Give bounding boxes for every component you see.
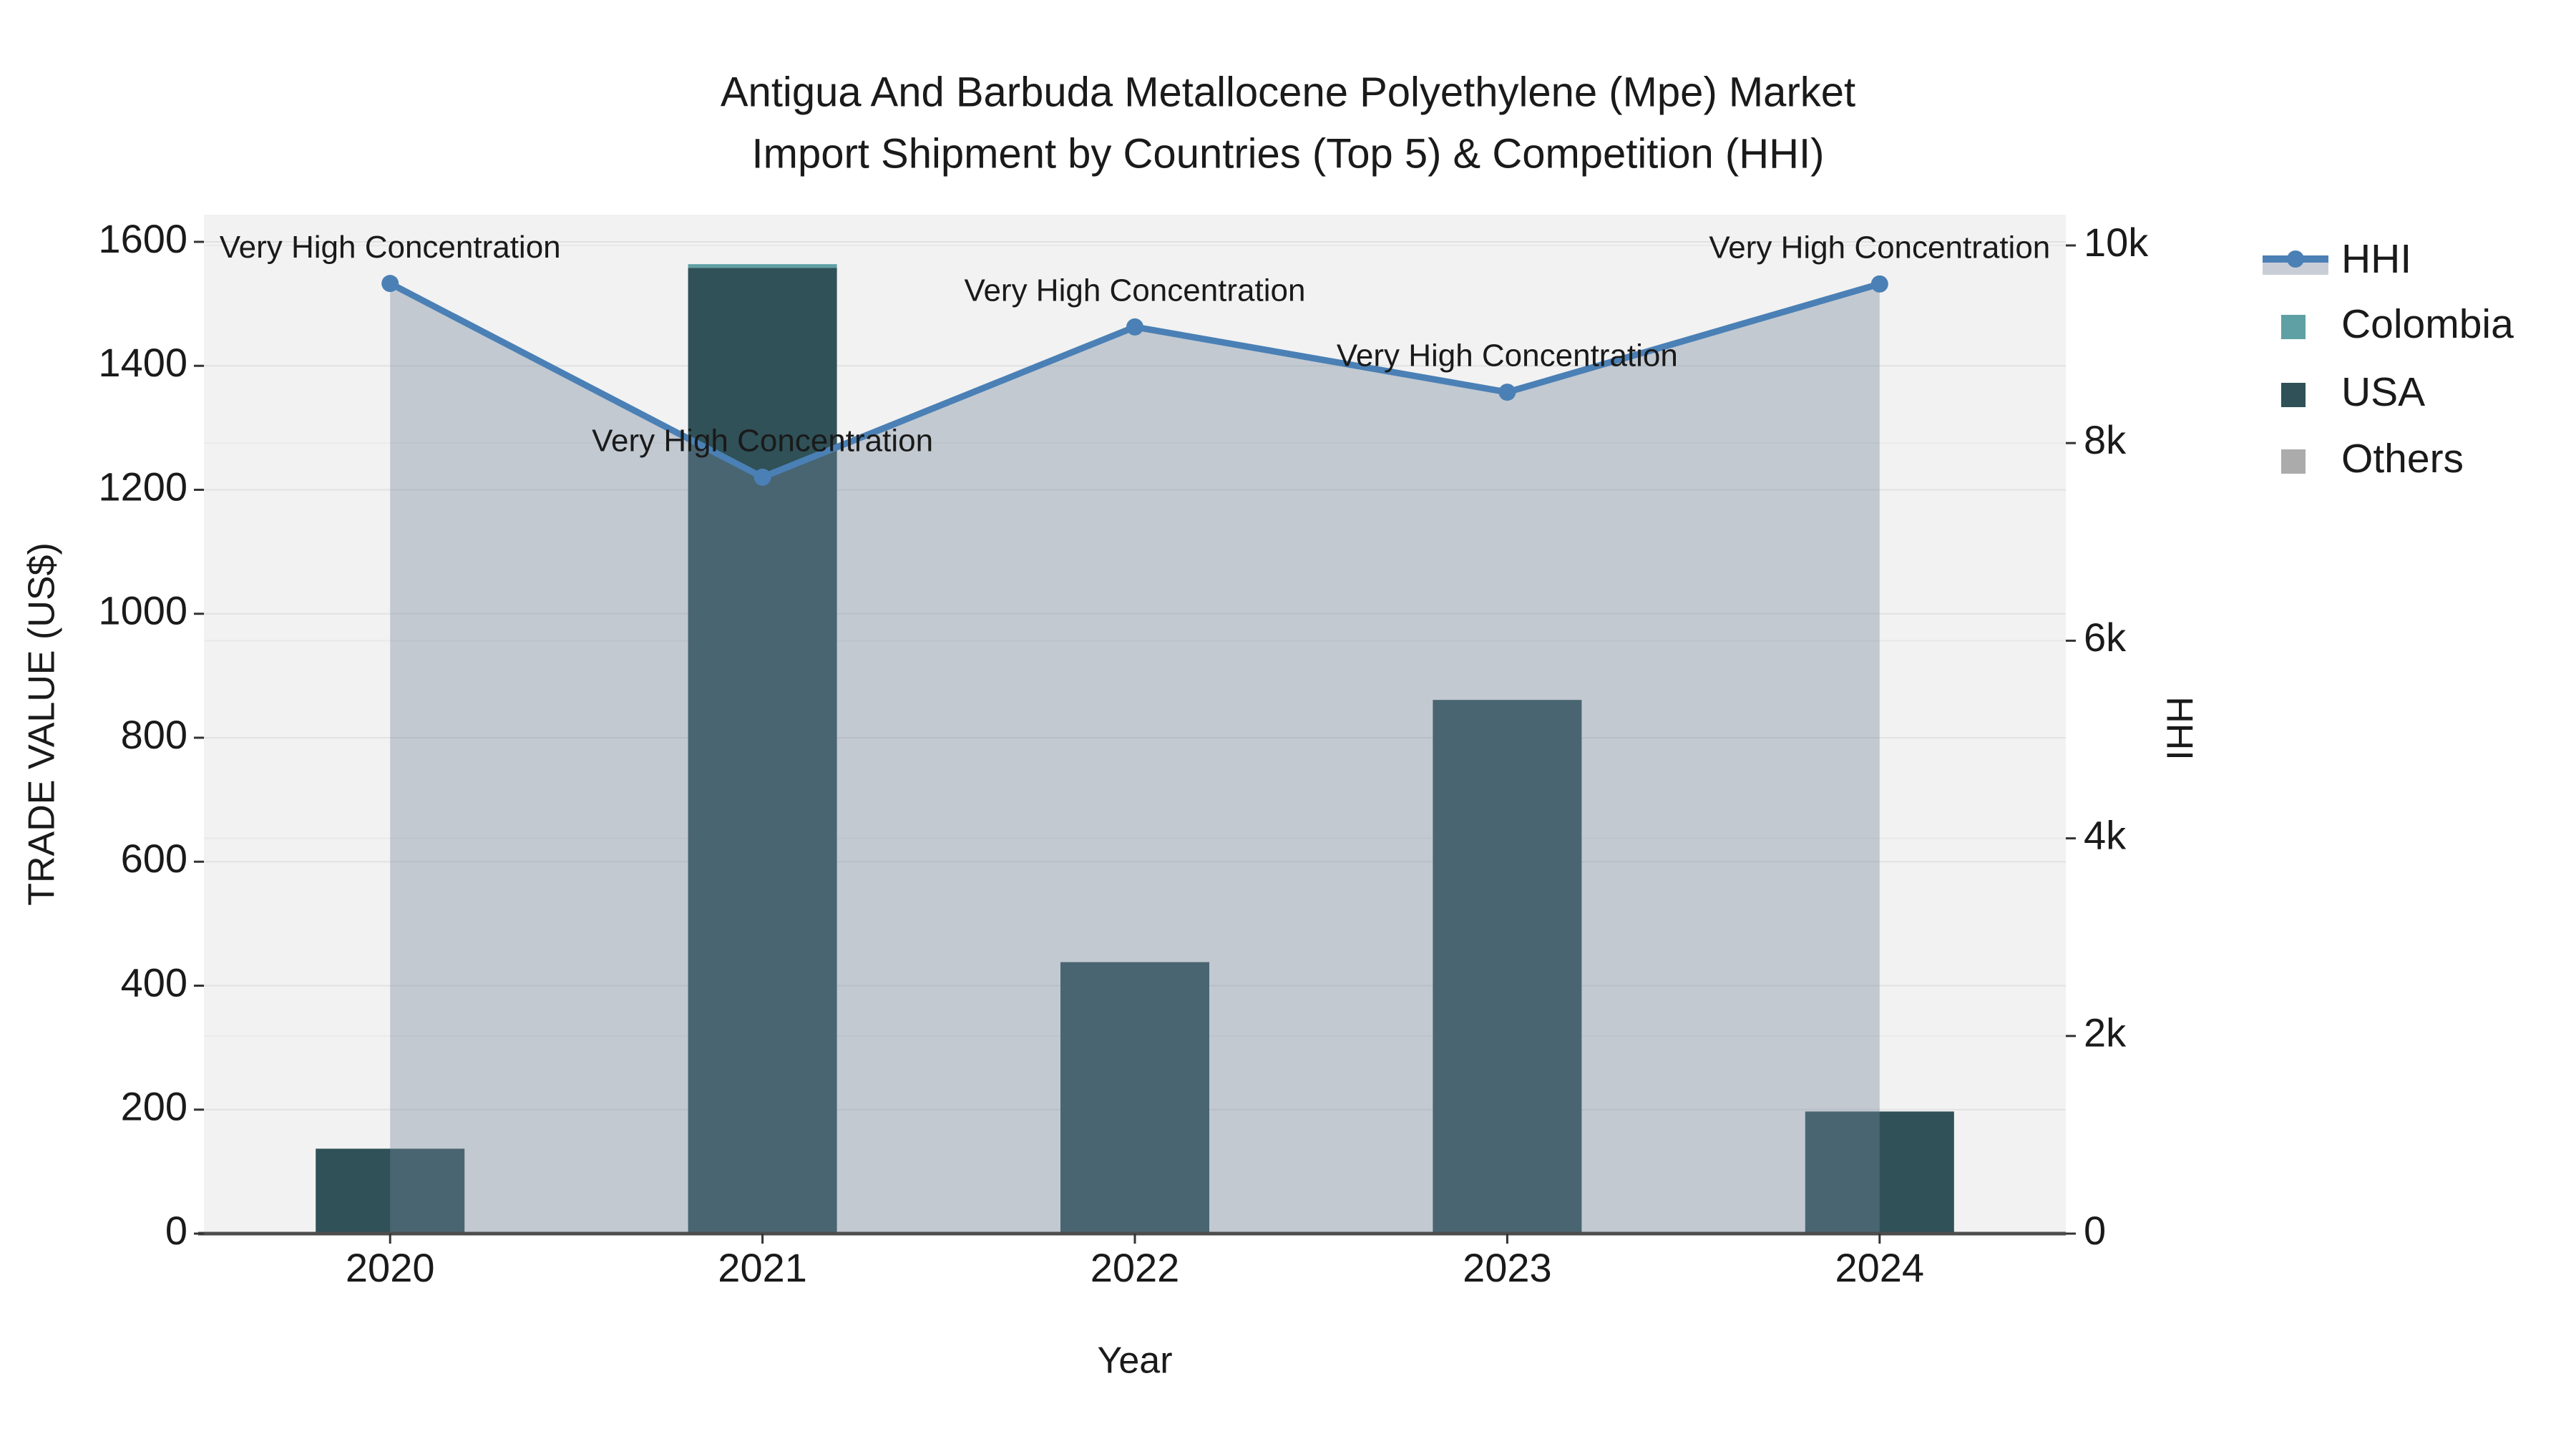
bar-usa-2024 (1805, 1111, 1954, 1234)
x-tick-label-2023: 2023 (1463, 1245, 1552, 1290)
legend-hhi-marker-swatch (2287, 250, 2304, 268)
legend-label-colombia: Colombia (2341, 301, 2514, 347)
y-tick-label-left-600: 600 (121, 836, 187, 881)
annotation-2024: Very High Concentration (1709, 230, 2050, 265)
x-axis-label: Year (1097, 1340, 1172, 1382)
chart-title-line1: Antigua And Barbuda Metallocene Polyethy… (721, 69, 1855, 115)
y-tick-label-left-1000: 1000 (98, 588, 187, 633)
hhi-marker-2023 (1498, 384, 1516, 401)
y-tick-label-left-1200: 1200 (98, 464, 187, 509)
legend-label-usa: USA (2341, 369, 2425, 415)
x-tick-label-2022: 2022 (1091, 1245, 1180, 1290)
y-tick-label-left-400: 400 (121, 960, 187, 1005)
y-tick-label-right-6k: 6k (2084, 615, 2127, 660)
y-axis-label-left: TRADE VALUE (US$) (21, 542, 63, 906)
bar-usa-2021 (688, 268, 837, 1234)
y-tick-label-left-1600: 1600 (98, 216, 187, 261)
annotation-2021: Very High Concentration (592, 423, 933, 458)
annotation-2022: Very High Concentration (965, 273, 1306, 308)
y-tick-label-right-2k: 2k (2084, 1010, 2127, 1055)
bar-usa-2023 (1433, 700, 1582, 1234)
legend-item-hhi: HHI (2263, 236, 2411, 282)
bar-usa-2022 (1060, 962, 1209, 1234)
chart-title-line2: Import Shipment by Countries (Top 5) & C… (752, 130, 1825, 177)
y-tick-label-right-8k: 8k (2084, 417, 2127, 462)
legend-item-others: Others (2281, 436, 2464, 482)
x-tick-label-2024: 2024 (1835, 1245, 1925, 1290)
y-tick-label-left-1400: 1400 (98, 340, 187, 385)
y-tick-label-right-0: 0 (2084, 1208, 2106, 1253)
hhi-area-fill (390, 283, 1880, 1234)
annotation-2023: Very High Concentration (1337, 338, 1678, 374)
bar-colombia-2021 (688, 264, 837, 268)
y-tick-label-left-800: 800 (121, 712, 187, 757)
legend-swatch-others (2281, 449, 2306, 474)
y-tick-label-left-0: 0 (165, 1208, 187, 1253)
y-axis-label-right: HHI (2158, 696, 2200, 761)
legend-item-colombia: Colombia (2281, 301, 2514, 347)
y-tick-label-right-4k: 4k (2084, 812, 2127, 857)
annotation-2020: Very High Concentration (220, 230, 561, 265)
hhi-marker-2021 (753, 468, 771, 486)
legend-item-usa: USA (2281, 369, 2425, 415)
x-tick-label-2020: 2020 (346, 1245, 435, 1290)
legend-label-hhi: HHI (2341, 236, 2411, 282)
legend-swatch-usa (2281, 383, 2306, 407)
x-tick-label-2021: 2021 (718, 1245, 807, 1290)
hhi-marker-2020 (381, 275, 399, 293)
hhi-marker-2024 (1870, 275, 1888, 293)
hhi-marker-2022 (1126, 318, 1143, 336)
legend-swatch-colombia (2281, 315, 2306, 339)
legend-label-others: Others (2341, 436, 2464, 482)
bar-usa-2020 (316, 1148, 465, 1234)
y-tick-label-right-10k: 10k (2084, 220, 2149, 265)
y-tick-label-left-200: 200 (121, 1084, 187, 1129)
